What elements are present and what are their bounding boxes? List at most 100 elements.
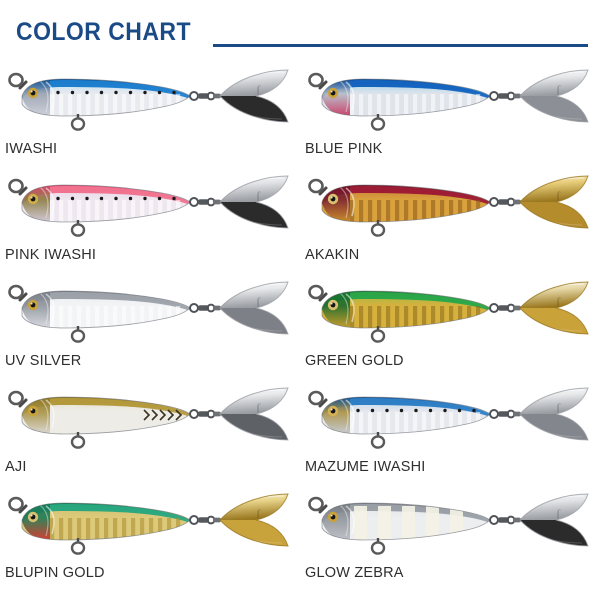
- lure-body: [22, 291, 190, 328]
- color-name-label: BLUPIN GOLD: [5, 565, 105, 581]
- color-swatch-cell[interactable]: ʃ AKAKIN: [300, 164, 600, 270]
- page-title: COLOR CHART: [16, 18, 192, 46]
- line-tie-ring: [8, 178, 28, 196]
- line-tie-ring: [8, 72, 28, 90]
- lure-eye: [27, 87, 39, 99]
- spinner-blade: ʃ: [219, 493, 289, 547]
- title-divider: [213, 44, 588, 47]
- color-swatch-cell[interactable]: ʃ MAZUME IWASHI: [300, 376, 600, 482]
- belly-hook-ring: [70, 114, 86, 131]
- line-tie-ring: [308, 72, 328, 90]
- color-name-label: BLUE PINK: [305, 141, 383, 157]
- svg-text:ʃ: ʃ: [555, 506, 561, 521]
- spinner-blade: ʃ: [219, 69, 289, 123]
- lure-illustration: ʃ: [8, 281, 289, 343]
- belly-hook-ring: [70, 432, 86, 449]
- belly-hook-ring: [370, 432, 386, 449]
- blade-swivel-link: [189, 303, 221, 313]
- spinner-blade: ʃ: [219, 387, 289, 441]
- belly-hook-ring: [70, 538, 86, 555]
- lure-eye: [327, 193, 339, 205]
- lure-eye: [27, 511, 39, 523]
- blade-swivel-link: [189, 197, 221, 207]
- svg-text:ʃ: ʃ: [255, 294, 261, 309]
- lure-image: ʃ: [306, 66, 594, 136]
- color-name-label: GREEN GOLD: [305, 353, 404, 369]
- color-name-label: GLOW ZEBRA: [305, 565, 404, 581]
- color-swatch-cell[interactable]: ʃ GREEN GOLD: [300, 270, 600, 376]
- lure-eye: [27, 193, 39, 205]
- spinner-blade: ʃ: [519, 387, 589, 441]
- color-swatch-cell[interactable]: ʃ BLUE PINK: [300, 58, 600, 164]
- color-name-label: MAZUME IWASHI: [305, 459, 426, 475]
- spinner-blade: ʃ: [519, 281, 589, 335]
- svg-text:ʃ: ʃ: [255, 82, 261, 97]
- svg-text:ʃ: ʃ: [555, 294, 561, 309]
- line-tie-ring: [308, 496, 328, 514]
- line-tie-ring: [8, 390, 28, 408]
- lure-eye: [327, 299, 339, 311]
- lure-image: ʃ: [6, 66, 294, 136]
- blade-swivel-link: [189, 409, 221, 419]
- belly-hook-ring: [370, 220, 386, 237]
- spinner-blade: ʃ: [219, 175, 289, 229]
- lure-eye: [327, 511, 339, 523]
- color-swatch-cell[interactable]: ʃ AJI: [0, 376, 300, 482]
- spinner-blade: ʃ: [519, 175, 589, 229]
- color-name-label: IWASHI: [5, 141, 58, 157]
- blade-swivel-link: [489, 515, 521, 525]
- spinner-blade: ʃ: [219, 281, 289, 335]
- lure-illustration: ʃ: [308, 69, 589, 131]
- color-name-label: UV SILVER: [5, 353, 82, 369]
- line-tie-ring: [8, 496, 28, 514]
- blade-swivel-link: [489, 91, 521, 101]
- belly-hook-ring: [370, 114, 386, 131]
- lure-eye: [327, 87, 339, 99]
- lure-illustration: ʃ: [308, 281, 589, 343]
- lure-illustration: ʃ: [8, 69, 289, 131]
- svg-text:ʃ: ʃ: [555, 82, 561, 97]
- lure-illustration: ʃ: [8, 493, 289, 555]
- lure-eye: [327, 405, 339, 417]
- page-header: COLOR CHART: [0, 0, 600, 58]
- spinner-blade: ʃ: [519, 493, 589, 547]
- belly-hook-ring: [370, 326, 386, 343]
- lure-image: ʃ: [6, 172, 294, 242]
- lure-body: [322, 397, 490, 434]
- spinner-blade: ʃ: [519, 69, 589, 123]
- lure-illustration: ʃ: [308, 387, 589, 449]
- lure-image: ʃ: [6, 278, 294, 348]
- blade-swivel-link: [489, 409, 521, 419]
- color-swatch-cell[interactable]: ʃ PINK IWASHI: [0, 164, 300, 270]
- lure-image: ʃ: [6, 384, 294, 454]
- lure-image: ʃ: [306, 278, 594, 348]
- blade-swivel-link: [489, 197, 521, 207]
- belly-hook-ring: [70, 220, 86, 237]
- lure-illustration: ʃ: [308, 493, 589, 555]
- lure-image: ʃ: [306, 172, 594, 242]
- lure-illustration: ʃ: [8, 175, 289, 237]
- lure-image: ʃ: [6, 490, 294, 560]
- color-name-label: AJI: [5, 459, 27, 475]
- color-swatch-cell[interactable]: ʃ IWASHI: [0, 58, 300, 164]
- svg-text:ʃ: ʃ: [255, 506, 261, 521]
- svg-text:ʃ: ʃ: [255, 400, 261, 415]
- line-tie-ring: [308, 178, 328, 196]
- svg-text:ʃ: ʃ: [555, 188, 561, 203]
- blade-swivel-link: [189, 91, 221, 101]
- belly-hook-ring: [370, 538, 386, 555]
- lure-eye: [27, 405, 39, 417]
- lure-image: ʃ: [306, 384, 594, 454]
- color-swatch-cell[interactable]: ʃ BLUPIN GOLD: [0, 482, 300, 588]
- color-swatch-grid: ʃ IWASHI ʃ BLUE PINK ʃ PINK IWASHI ʃ AKAKIN ʃ UV …: [0, 58, 600, 600]
- blade-swivel-link: [489, 303, 521, 313]
- belly-hook-ring: [70, 326, 86, 343]
- line-tie-ring: [308, 284, 328, 302]
- color-swatch-cell[interactable]: ʃ GLOW ZEBRA: [300, 482, 600, 588]
- line-tie-ring: [8, 284, 28, 302]
- color-name-label: PINK IWASHI: [5, 247, 97, 263]
- lure-body: [322, 503, 490, 540]
- line-tie-ring: [308, 390, 328, 408]
- lure-illustration: ʃ: [8, 387, 289, 449]
- color-swatch-cell[interactable]: ʃ UV SILVER: [0, 270, 300, 376]
